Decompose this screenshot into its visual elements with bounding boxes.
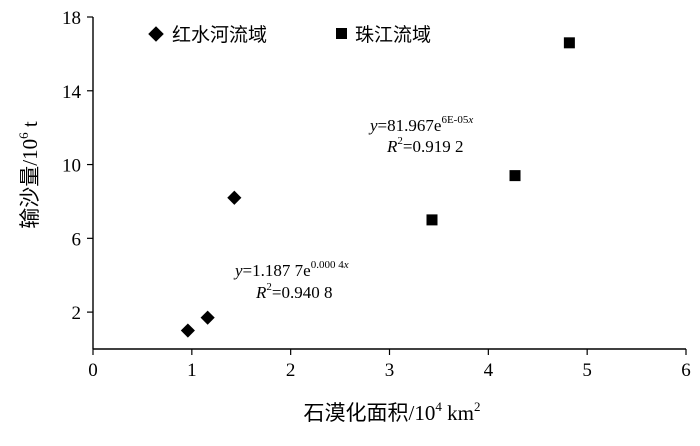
legend-label-hongshuihe: 红水河流域 [172, 24, 267, 46]
data-points [180, 37, 575, 338]
y-tick-label: 6 [72, 229, 82, 250]
x-tick-label: 6 [681, 360, 691, 381]
equation-zhujiang-main: y=81.967e6E-05x [368, 114, 473, 135]
data-point-square [509, 170, 521, 182]
equation-hongshuihe-main: y=1.187 7e0.000 4x [233, 259, 349, 280]
data-point-diamond [200, 310, 215, 325]
y-axis-label: 输沙量/106 t [16, 121, 42, 229]
x-tick-label: 2 [286, 360, 296, 381]
x-tick-label: 3 [385, 360, 395, 381]
r2-zhujiang: R2=0.919 2 [386, 135, 463, 156]
data-point-square [426, 214, 438, 226]
y-tick-label: 10 [62, 156, 81, 177]
x-tick-label: 4 [484, 360, 494, 381]
legend: 红水河流域 珠江流域 [148, 24, 431, 46]
data-point-diamond [227, 190, 242, 205]
x-axis-label: 石漠化面积/104 km2 [304, 399, 481, 425]
legend-marker-diamond [148, 26, 164, 42]
legend-label-zhujiang: 珠江流域 [355, 24, 431, 46]
data-point-square [563, 37, 575, 49]
equation-hongshuihe: y=1.187 7e0.000 4x R2=0.940 8 [233, 259, 349, 302]
x-tick-label: 5 [582, 360, 592, 381]
equation-zhujiang: y=81.967e6E-05x R2=0.919 2 [368, 114, 473, 156]
x-tick-label: 1 [187, 360, 197, 381]
legend-marker-square [336, 28, 347, 39]
y-tick-label: 18 [62, 8, 81, 29]
axis-ticks: 0 1 2 3 4 5 6 2 6 10 14 18 [62, 8, 691, 381]
y-tick-label: 2 [72, 303, 82, 324]
r2-hongshuihe: R2=0.940 8 [255, 281, 332, 302]
x-tick-label: 0 [88, 360, 98, 381]
y-tick-label: 14 [62, 82, 82, 103]
data-point-diamond [180, 323, 195, 338]
